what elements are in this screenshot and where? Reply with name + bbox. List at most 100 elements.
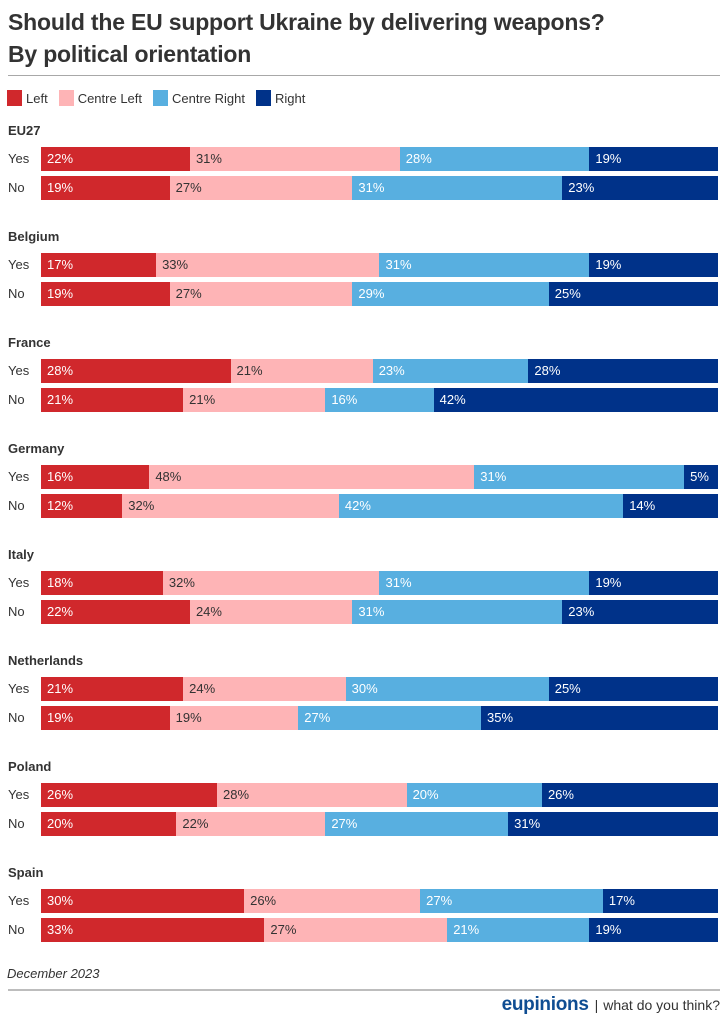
bar-segment-centre-right: 31% <box>379 253 590 277</box>
bar-segment-right: 19% <box>589 253 718 277</box>
footer-divider <box>8 989 720 991</box>
row-label-no: No <box>8 922 25 937</box>
bar-segment-left: 22% <box>41 600 190 624</box>
bar-segment-right: 35% <box>481 706 718 730</box>
bar-segment-right: 23% <box>562 600 718 624</box>
bar-spain-no: 33% 27% 21% 19% <box>41 918 718 942</box>
bar-segment-centre-right: 21% <box>447 918 590 942</box>
bar-segment-left: 30% <box>41 889 245 913</box>
legend-label-right: Right <box>275 90 306 106</box>
brand-tagline: what do you think? <box>603 997 720 1013</box>
bar-segment-left: 22% <box>41 147 190 171</box>
legend-swatch-left <box>7 90 22 106</box>
bar-segment-centre-right: 31% <box>352 600 563 624</box>
country-label-germany: Germany <box>8 441 65 456</box>
bar-segment-right: 25% <box>548 282 718 306</box>
bar-segment-right: 5% <box>684 465 718 489</box>
bar-italy-no: 22% 24% 31% 23% <box>41 600 718 624</box>
bar-segment-centre-right: 31% <box>379 571 590 595</box>
bar-france-yes: 28% 21% 23% 28% <box>41 359 718 383</box>
bar-segment-right: 19% <box>589 571 718 595</box>
bar-segment-centre-left: 32% <box>122 494 339 518</box>
brand-footer: eupinions | what do you think? <box>502 994 720 1016</box>
bar-segment-right: 19% <box>589 147 718 171</box>
bar-segment-right: 17% <box>602 889 718 913</box>
bar-segment-left: 33% <box>41 918 265 942</box>
bar-segment-left: 19% <box>41 706 170 730</box>
row-label-yes: Yes <box>8 787 30 802</box>
bar-segment-centre-left: 48% <box>149 465 475 489</box>
bar-netherlands-yes: 21% 24% 30% 25% <box>41 677 718 701</box>
bar-segment-centre-left: 33% <box>156 253 380 277</box>
row-label-yes: Yes <box>8 257 30 272</box>
row-label-no: No <box>8 816 25 831</box>
row-label-yes: Yes <box>8 469 30 484</box>
date-footnote: December 2023 <box>7 966 100 981</box>
bar-segment-left: 20% <box>41 812 177 836</box>
bar-segment-centre-left: 27% <box>169 176 353 200</box>
bar-segment-centre-right: 31% <box>474 465 685 489</box>
country-label-poland: Poland <box>8 759 52 774</box>
bar-belgium-no: 19% 27% 29% 25% <box>41 282 718 306</box>
row-label-no: No <box>8 710 25 725</box>
bar-poland-no: 20% 22% 27% 31% <box>41 812 718 836</box>
bar-segment-right: 31% <box>508 812 718 836</box>
country-label-netherlands: Netherlands <box>8 653 84 668</box>
legend-item-centre-left: Centre Left <box>58 90 143 106</box>
bar-segment-centre-left: 31% <box>189 147 400 171</box>
legend-label-centre-right: Centre Right <box>172 90 245 106</box>
bar-segment-left: 19% <box>41 282 170 306</box>
legend-label-centre-left: Centre Left <box>77 90 143 106</box>
bar-eu27-no: 19% 27% 31% 23% <box>41 176 718 200</box>
bar-belgium-yes: 17% 33% 31% 19% <box>41 253 718 277</box>
bar-segment-left: 19% <box>41 176 170 200</box>
bar-segment-centre-left: 27% <box>169 282 353 306</box>
bar-segment-centre-left: 24% <box>189 600 353 624</box>
bar-segment-left: 18% <box>41 571 163 595</box>
bar-segment-left: 17% <box>41 253 157 277</box>
bar-germany-no: 12% 32% 42% 14% <box>41 494 718 518</box>
row-label-yes: Yes <box>8 151 30 166</box>
bar-segment-centre-right: 29% <box>352 282 549 306</box>
bar-netherlands-no: 19% 19% 27% 35% <box>41 706 718 730</box>
title-divider <box>8 75 720 76</box>
bar-eu27-yes: 22% 31% 28% 19% <box>41 147 718 171</box>
bar-segment-centre-right: 27% <box>420 889 603 913</box>
bar-segment-right: 23% <box>562 176 718 200</box>
bar-segment-centre-left: 22% <box>176 812 326 836</box>
legend-swatch-centre-right <box>153 90 169 106</box>
bar-segment-centre-right: 30% <box>345 677 549 701</box>
row-label-no: No <box>8 286 25 301</box>
bar-segment-centre-left: 32% <box>162 571 380 595</box>
row-label-yes: Yes <box>8 681 30 696</box>
bar-segment-right: 14% <box>623 494 718 518</box>
bar-segment-left: 21% <box>41 388 184 412</box>
bar-segment-centre-right: 27% <box>325 812 509 836</box>
country-label-belgium: Belgium <box>8 229 60 244</box>
bar-segment-centre-right: 27% <box>298 706 482 730</box>
row-label-yes: Yes <box>8 893 30 908</box>
bar-segment-left: 21% <box>41 677 184 701</box>
row-label-no: No <box>8 604 25 619</box>
legend-item-left: Left <box>7 90 48 106</box>
bar-france-no: 21% 21% 16% 42% <box>41 388 718 412</box>
bar-spain-yes: 30% 26% 27% 17% <box>41 889 718 913</box>
row-label-no: No <box>8 392 25 407</box>
bar-segment-centre-left: 26% <box>244 889 421 913</box>
bar-segment-left: 28% <box>41 359 231 383</box>
bar-segment-centre-left: 21% <box>183 388 326 412</box>
bar-poland-yes: 26% 28% 20% 26% <box>41 783 718 807</box>
bar-segment-centre-right: 28% <box>399 147 590 171</box>
row-label-yes: Yes <box>8 575 30 590</box>
legend: Left Centre Left Centre Right Right <box>7 90 316 106</box>
row-label-no: No <box>8 180 25 195</box>
bar-segment-centre-right: 42% <box>338 494 624 518</box>
chart-title: Should the EU support Ukraine by deliver… <box>8 6 605 70</box>
legend-swatch-right <box>256 90 271 106</box>
legend-swatch-centre-left <box>58 90 74 106</box>
row-label-no: No <box>8 498 25 513</box>
bar-segment-right: 19% <box>589 918 718 942</box>
bar-segment-centre-right: 20% <box>406 783 542 807</box>
bar-segment-centre-right: 23% <box>372 359 529 383</box>
bar-segment-right: 25% <box>548 677 718 701</box>
